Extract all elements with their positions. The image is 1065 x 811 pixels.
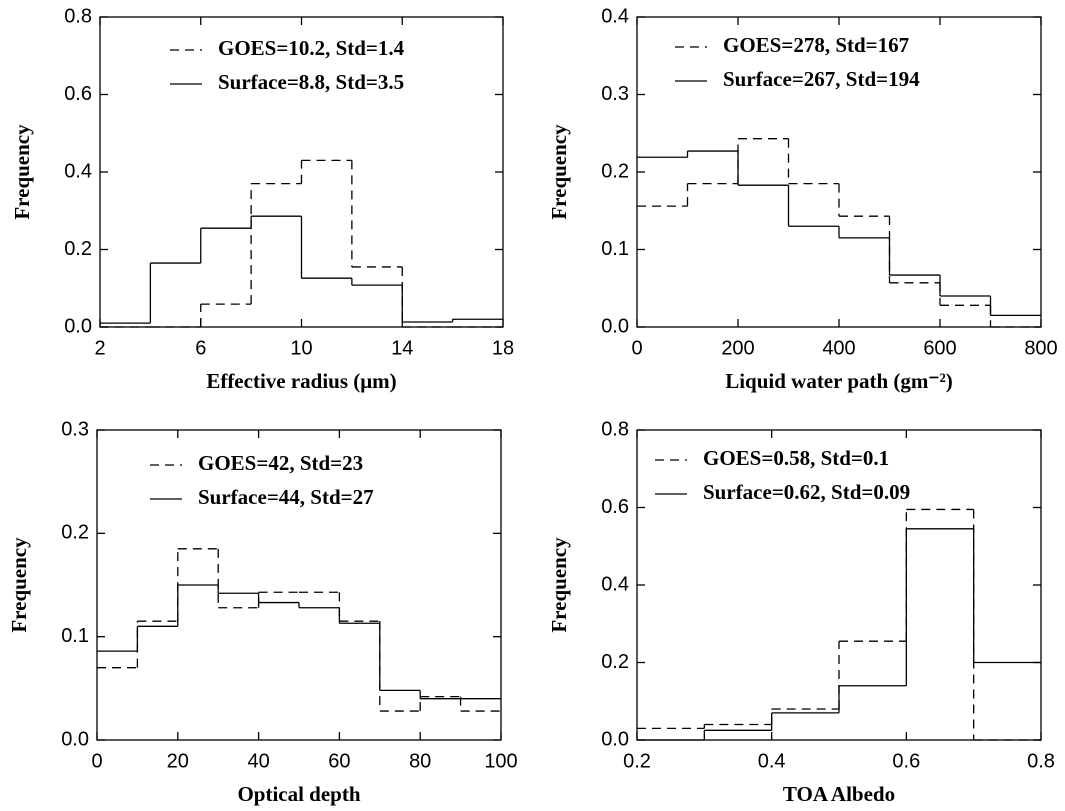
legend-label: GOES=42, Std=23 (198, 451, 363, 475)
x-tick-label: 20 (167, 750, 189, 772)
y-tick-label: 0.0 (61, 728, 89, 750)
x-tick-label: 14 (391, 337, 413, 359)
legend-label: GOES=278, Std=167 (723, 33, 909, 57)
y-tick-label: 0.8 (601, 418, 629, 440)
y-tick-label: 0.2 (64, 238, 92, 260)
y-tick-label: 0.8 (64, 5, 92, 27)
plot-frame (99, 16, 504, 328)
x-axis-label: Optical depth (237, 782, 360, 806)
y-tick-label: 0.0 (601, 728, 629, 750)
x-tick-label: 60 (328, 750, 350, 772)
y-tick-label: 0.6 (64, 83, 92, 105)
x-tick-label: 0.4 (758, 750, 786, 772)
legend-label: GOES=0.58, Std=0.1 (703, 446, 889, 470)
x-tick-label: 100 (484, 750, 517, 772)
y-tick-label: 0.0 (64, 315, 92, 337)
x-tick-label: 0.6 (892, 750, 920, 772)
plot-frame (636, 16, 1042, 328)
x-tick-label: 800 (1024, 337, 1057, 359)
y-axis-label: Frequency (7, 537, 31, 633)
x-tick-label: 0.8 (1027, 750, 1055, 772)
x-tick-label: 18 (492, 337, 514, 359)
x-tick-label: 10 (290, 337, 312, 359)
x-axis-label: Effective radius (μm) (206, 369, 396, 393)
y-axis-label: Frequency (547, 537, 571, 633)
y-tick-label: 0.4 (601, 5, 629, 27)
plot-frame (96, 429, 502, 741)
y-tick-label: 0.4 (601, 573, 629, 595)
x-tick-label: 0 (91, 750, 102, 772)
y-tick-label: 0.0 (601, 315, 629, 337)
legend-label: Surface=8.8, Std=3.5 (218, 70, 404, 94)
y-tick-label: 0.4 (64, 160, 92, 182)
y-tick-label: 0.1 (61, 625, 89, 647)
x-tick-label: 0 (631, 337, 642, 359)
legend-label: Surface=44, Std=27 (198, 485, 374, 509)
x-tick-label: 0.2 (623, 750, 651, 772)
x-tick-label: 400 (822, 337, 855, 359)
y-tick-label: 0.2 (61, 522, 89, 544)
legend-label: Surface=0.62, Std=0.09 (703, 480, 910, 504)
y-tick-label: 0.3 (61, 418, 89, 440)
x-tick-label: 200 (721, 337, 754, 359)
x-tick-label: 600 (923, 337, 956, 359)
y-tick-label: 0.3 (601, 83, 629, 105)
x-tick-label: 6 (195, 337, 206, 359)
x-axis-label: Liquid water path (gm⁻²) (725, 369, 953, 393)
y-tick-label: 0.2 (601, 651, 629, 673)
y-tick-label: 0.2 (601, 160, 629, 182)
y-tick-label: 0.1 (601, 238, 629, 260)
x-axis-label: TOA Albedo (783, 782, 895, 806)
legend-label: Surface=267, Std=194 (723, 67, 920, 91)
x-tick-label: 40 (247, 750, 269, 772)
legend-label: GOES=10.2, Std=1.4 (218, 36, 405, 60)
y-axis-label: Frequency (547, 124, 571, 220)
x-tick-label: 80 (409, 750, 431, 772)
y-tick-label: 0.6 (601, 496, 629, 518)
y-axis-label: Frequency (10, 124, 34, 220)
x-tick-label: 2 (94, 337, 105, 359)
